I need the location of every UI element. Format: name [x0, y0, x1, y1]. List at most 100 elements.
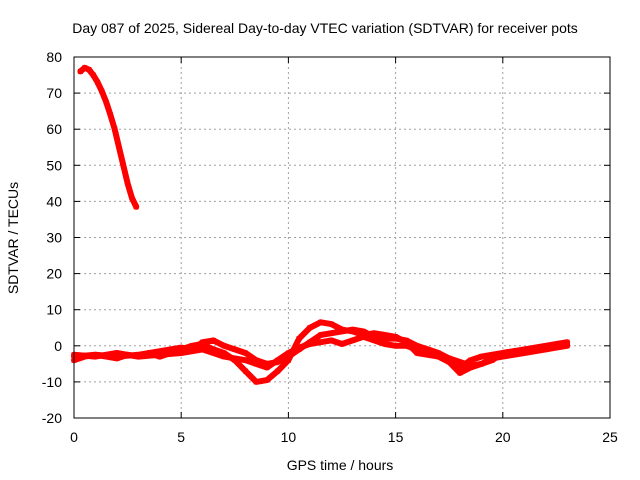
- data-point: [414, 343, 420, 349]
- data-point: [478, 354, 484, 360]
- data-point: [457, 370, 463, 376]
- y-tick-label: 70: [46, 85, 62, 101]
- data-point: [200, 346, 206, 352]
- data-point: [112, 126, 118, 132]
- data-point: [133, 204, 139, 210]
- data-point: [468, 363, 474, 369]
- chart-title: Day 087 of 2025, Sidereal Day-to-day VTE…: [72, 20, 578, 36]
- data-point: [360, 334, 366, 340]
- data-point: [521, 346, 527, 352]
- data-point: [232, 346, 238, 352]
- data-point: [393, 336, 399, 342]
- data-point: [95, 79, 101, 85]
- y-tick-label: 30: [46, 230, 62, 246]
- data-point: [200, 339, 206, 345]
- data-point: [253, 357, 259, 363]
- data-point: [86, 67, 92, 73]
- data-point: [350, 327, 356, 333]
- data-point: [99, 88, 105, 94]
- data-point: [103, 99, 109, 105]
- data-point: [178, 350, 184, 356]
- series-track-b: [71, 326, 571, 369]
- data-point: [500, 354, 506, 360]
- data-point: [543, 343, 549, 349]
- data-point: [221, 343, 227, 349]
- series-line: [77, 64, 140, 210]
- data-point: [468, 357, 474, 363]
- data-point: [425, 352, 431, 358]
- data-point: [382, 332, 388, 338]
- data-point: [371, 334, 377, 340]
- data-point: [157, 348, 163, 354]
- data-point: [253, 379, 259, 385]
- data-point: [210, 350, 216, 356]
- data-point: [436, 354, 441, 360]
- data-point: [371, 330, 377, 336]
- data-point: [318, 332, 324, 338]
- data-point: [285, 350, 291, 356]
- axis-ticks: [73, 56, 611, 419]
- data-point: [221, 350, 227, 356]
- data-point: [543, 346, 549, 352]
- data-point: [339, 328, 345, 334]
- data-point: [403, 337, 409, 343]
- data-point: [114, 354, 120, 360]
- data-point: [414, 346, 420, 352]
- grid: [74, 57, 610, 418]
- data-point: [253, 361, 259, 367]
- data-point: [307, 341, 313, 347]
- y-axis-title: SDTVAR / TECUs: [5, 182, 21, 294]
- x-tick-label: 10: [281, 429, 297, 445]
- data-point: [382, 336, 388, 342]
- data-point: [210, 337, 216, 343]
- data-point: [436, 350, 441, 356]
- y-tick-label: -10: [42, 374, 62, 390]
- y-tick-label: -20: [42, 410, 62, 426]
- data-point: [328, 337, 334, 343]
- data-point: [114, 350, 120, 356]
- data-point: [478, 361, 484, 367]
- data-point: [275, 368, 281, 374]
- data-point: [457, 359, 463, 365]
- data-point: [77, 68, 83, 74]
- data-point: [135, 354, 141, 360]
- data-point: [403, 343, 409, 349]
- data-point: [264, 365, 270, 370]
- data-point: [129, 195, 135, 201]
- data-point: [328, 330, 334, 336]
- data-point: [90, 72, 96, 78]
- data-point: [210, 346, 216, 352]
- data-point: [116, 144, 122, 150]
- data-point: [125, 180, 131, 186]
- y-tick-label: 80: [46, 49, 62, 65]
- series-high-arc: [77, 64, 140, 210]
- x-tick-labels: 0 5 10 15 20 25: [70, 429, 618, 445]
- y-tick-label: 50: [46, 157, 62, 173]
- data-point: [120, 162, 126, 168]
- data-point: [371, 337, 377, 343]
- x-tick-label: 5: [177, 429, 185, 445]
- data-point: [489, 355, 495, 361]
- x-axis-title: GPS time / hours: [287, 457, 394, 473]
- data-point: [221, 354, 227, 360]
- x-tick-label: 15: [388, 429, 404, 445]
- data-point: [318, 319, 324, 325]
- data-point: [243, 368, 248, 374]
- data-point: [285, 357, 291, 363]
- data-point: [107, 112, 113, 118]
- data-marks: [71, 64, 571, 385]
- data-point: [243, 350, 248, 356]
- y-tick-labels: -20 -10 0 10 20 30 40 50 60 70 80: [42, 49, 62, 426]
- data-point: [296, 345, 302, 351]
- data-point: [318, 339, 324, 345]
- data-point: [82, 65, 88, 71]
- data-point: [339, 341, 345, 347]
- data-point: [92, 354, 98, 360]
- data-point: [275, 357, 281, 363]
- data-point: [500, 350, 506, 356]
- x-tick-label: 20: [495, 429, 511, 445]
- data-point: [350, 337, 356, 343]
- data-point: [264, 377, 270, 383]
- data-point: [328, 321, 334, 327]
